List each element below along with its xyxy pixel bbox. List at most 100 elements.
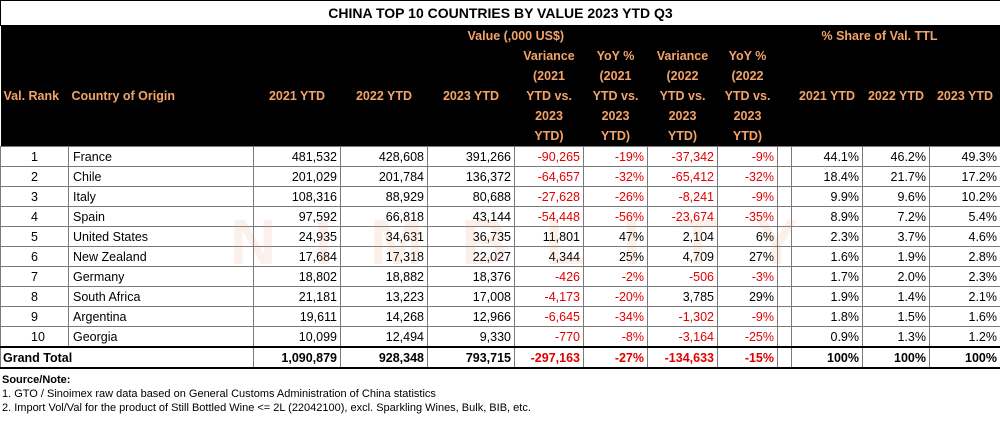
yoy1-cell: -20% [583, 286, 648, 307]
yoy2-cell: -9% [717, 306, 778, 327]
v2021-cell: 481,532 [253, 146, 341, 167]
country-cell: New Zealand [68, 246, 254, 267]
yoy1-cell: 47% [583, 226, 648, 247]
v2022-cell: 201,784 [340, 166, 428, 187]
var2-cell: -37,342 [647, 146, 718, 167]
var2-header-line2: (2022 [666, 69, 699, 83]
var2-cell: 3,785 [647, 286, 718, 307]
separator-cell [777, 186, 792, 207]
rank-header: Val. Rank [3, 89, 60, 103]
var2-cell: -23,674 [647, 206, 718, 227]
yoy1-cell: 25% [583, 246, 648, 267]
total-s2021: 100% [791, 346, 863, 369]
var1-cell: 4,344 [514, 246, 584, 267]
var2-cell: 4,709 [647, 246, 718, 267]
v2023-cell: 136,372 [427, 166, 515, 187]
s2021-cell: 1.6% [791, 246, 863, 267]
yoy2-cell: -25% [717, 326, 778, 348]
s2022-cell: 1.9% [862, 246, 930, 267]
v2022-cell: 17,318 [340, 246, 428, 267]
separator-cell [777, 306, 792, 327]
y2023-header: 2023 YTD [442, 89, 500, 103]
v2023-cell: 22,027 [427, 246, 515, 267]
country-cell: Chile [68, 166, 254, 187]
country-cell: Spain [68, 206, 254, 227]
total-yoy2: -15% [717, 346, 778, 369]
yoy2-cell: -9% [717, 146, 778, 167]
v2021-cell: 18,802 [253, 266, 341, 287]
yoy1-cell: -26% [583, 186, 648, 207]
s2022-cell: 21.7% [862, 166, 930, 187]
table-row: 8 South Africa 21,181 13,223 17,008 -4,173 -20… [0, 286, 1000, 307]
var1-cell: -54,448 [514, 206, 584, 227]
country-header: Country of Origin [71, 89, 175, 103]
s2021-cell: 1.7% [791, 266, 863, 287]
var2-cell: 2,104 [647, 226, 718, 247]
var1-cell: 11,801 [514, 226, 584, 247]
notes: Source/Note: 1. GTO / Sinoimex raw data … [0, 373, 1000, 415]
s2021-cell: 18.4% [791, 166, 863, 187]
rank-cell: 10 [0, 326, 69, 348]
s2022-cell: 1.5% [862, 306, 930, 327]
var2-header-line5: YTD) [667, 129, 698, 143]
rank-cell: 9 [0, 306, 69, 327]
v2021-cell: 17,684 [253, 246, 341, 267]
v2021-cell: 108,316 [253, 186, 341, 207]
var2-cell: -506 [647, 266, 718, 287]
yoy2-cell: 27% [717, 246, 778, 267]
var1-cell: -770 [514, 326, 584, 348]
total-s2022: 100% [862, 346, 930, 369]
separator-cell [777, 286, 792, 307]
table-body: 1 France 481,532 428,608 391,266 -90,265 -19% -… [0, 146, 1000, 348]
v2022-cell: 66,818 [340, 206, 428, 227]
total-var2: -134,633 [647, 346, 718, 369]
country-cell: United States [68, 226, 254, 247]
rank-cell: 1 [0, 146, 69, 167]
separator-cell [777, 166, 792, 187]
separator-cell [777, 246, 792, 267]
var2-cell: -65,412 [647, 166, 718, 187]
var2-header-line4: 2023 [668, 109, 697, 123]
v2023-cell: 18,376 [427, 266, 515, 287]
var2-cell: -3,164 [647, 326, 718, 348]
table-row: 2 Chile 201,029 201,784 136,372 -64,657 -32% -6… [0, 166, 1000, 187]
v2023-cell: 12,966 [427, 306, 515, 327]
yoy1-header-line4: 2023 [601, 109, 630, 123]
s2023-cell: 49.3% [929, 146, 1000, 167]
y2021-header: 2021 YTD [268, 89, 326, 103]
separator-cell [777, 206, 792, 227]
v2023-cell: 9,330 [427, 326, 515, 348]
s2021-cell: 0.9% [791, 326, 863, 348]
v2022-cell: 88,929 [340, 186, 428, 207]
separator-cell [777, 266, 792, 287]
table-row: 3 Italy 108,316 88,929 80,688 -27,628 -26% -8,2… [0, 186, 1000, 207]
s2022-cell: 7.2% [862, 206, 930, 227]
total-yoy1: -27% [583, 346, 648, 369]
v2021-cell: 21,181 [253, 286, 341, 307]
rank-cell: 2 [0, 166, 69, 187]
total-v2023: 793,715 [427, 346, 515, 369]
rank-cell: 5 [0, 226, 69, 247]
share2021-header: 2021 YTD [798, 89, 856, 103]
s2021-cell: 9.9% [791, 186, 863, 207]
share2022-header: 2022 YTD [867, 89, 925, 103]
var2-header-line1: Variance [656, 49, 709, 63]
v2021-cell: 24,935 [253, 226, 341, 247]
table-row: 1 France 481,532 428,608 391,266 -90,265 -19% -… [0, 146, 1000, 167]
yoy1-cell: -2% [583, 266, 648, 287]
total-label: Grand Total [0, 346, 254, 369]
s2021-cell: 1.9% [791, 286, 863, 307]
var1-cell: -90,265 [514, 146, 584, 167]
country-cell: Argentina [68, 306, 254, 327]
separator-cell [777, 146, 792, 167]
s2022-cell: 1.4% [862, 286, 930, 307]
s2021-cell: 44.1% [791, 146, 863, 167]
s2023-cell: 2.8% [929, 246, 1000, 267]
var1-header-line5: YTD) [534, 129, 564, 143]
s2021-cell: 8.9% [791, 206, 863, 227]
s2022-cell: 46.2% [862, 146, 930, 167]
rank-cell: 3 [0, 186, 69, 207]
report-container: CHINA TOP 10 COUNTRIES BY VALUE 2023 YTD… [0, 0, 1000, 415]
share-group-header: % Share of Val. TTL [821, 29, 938, 43]
v2023-cell: 80,688 [427, 186, 515, 207]
